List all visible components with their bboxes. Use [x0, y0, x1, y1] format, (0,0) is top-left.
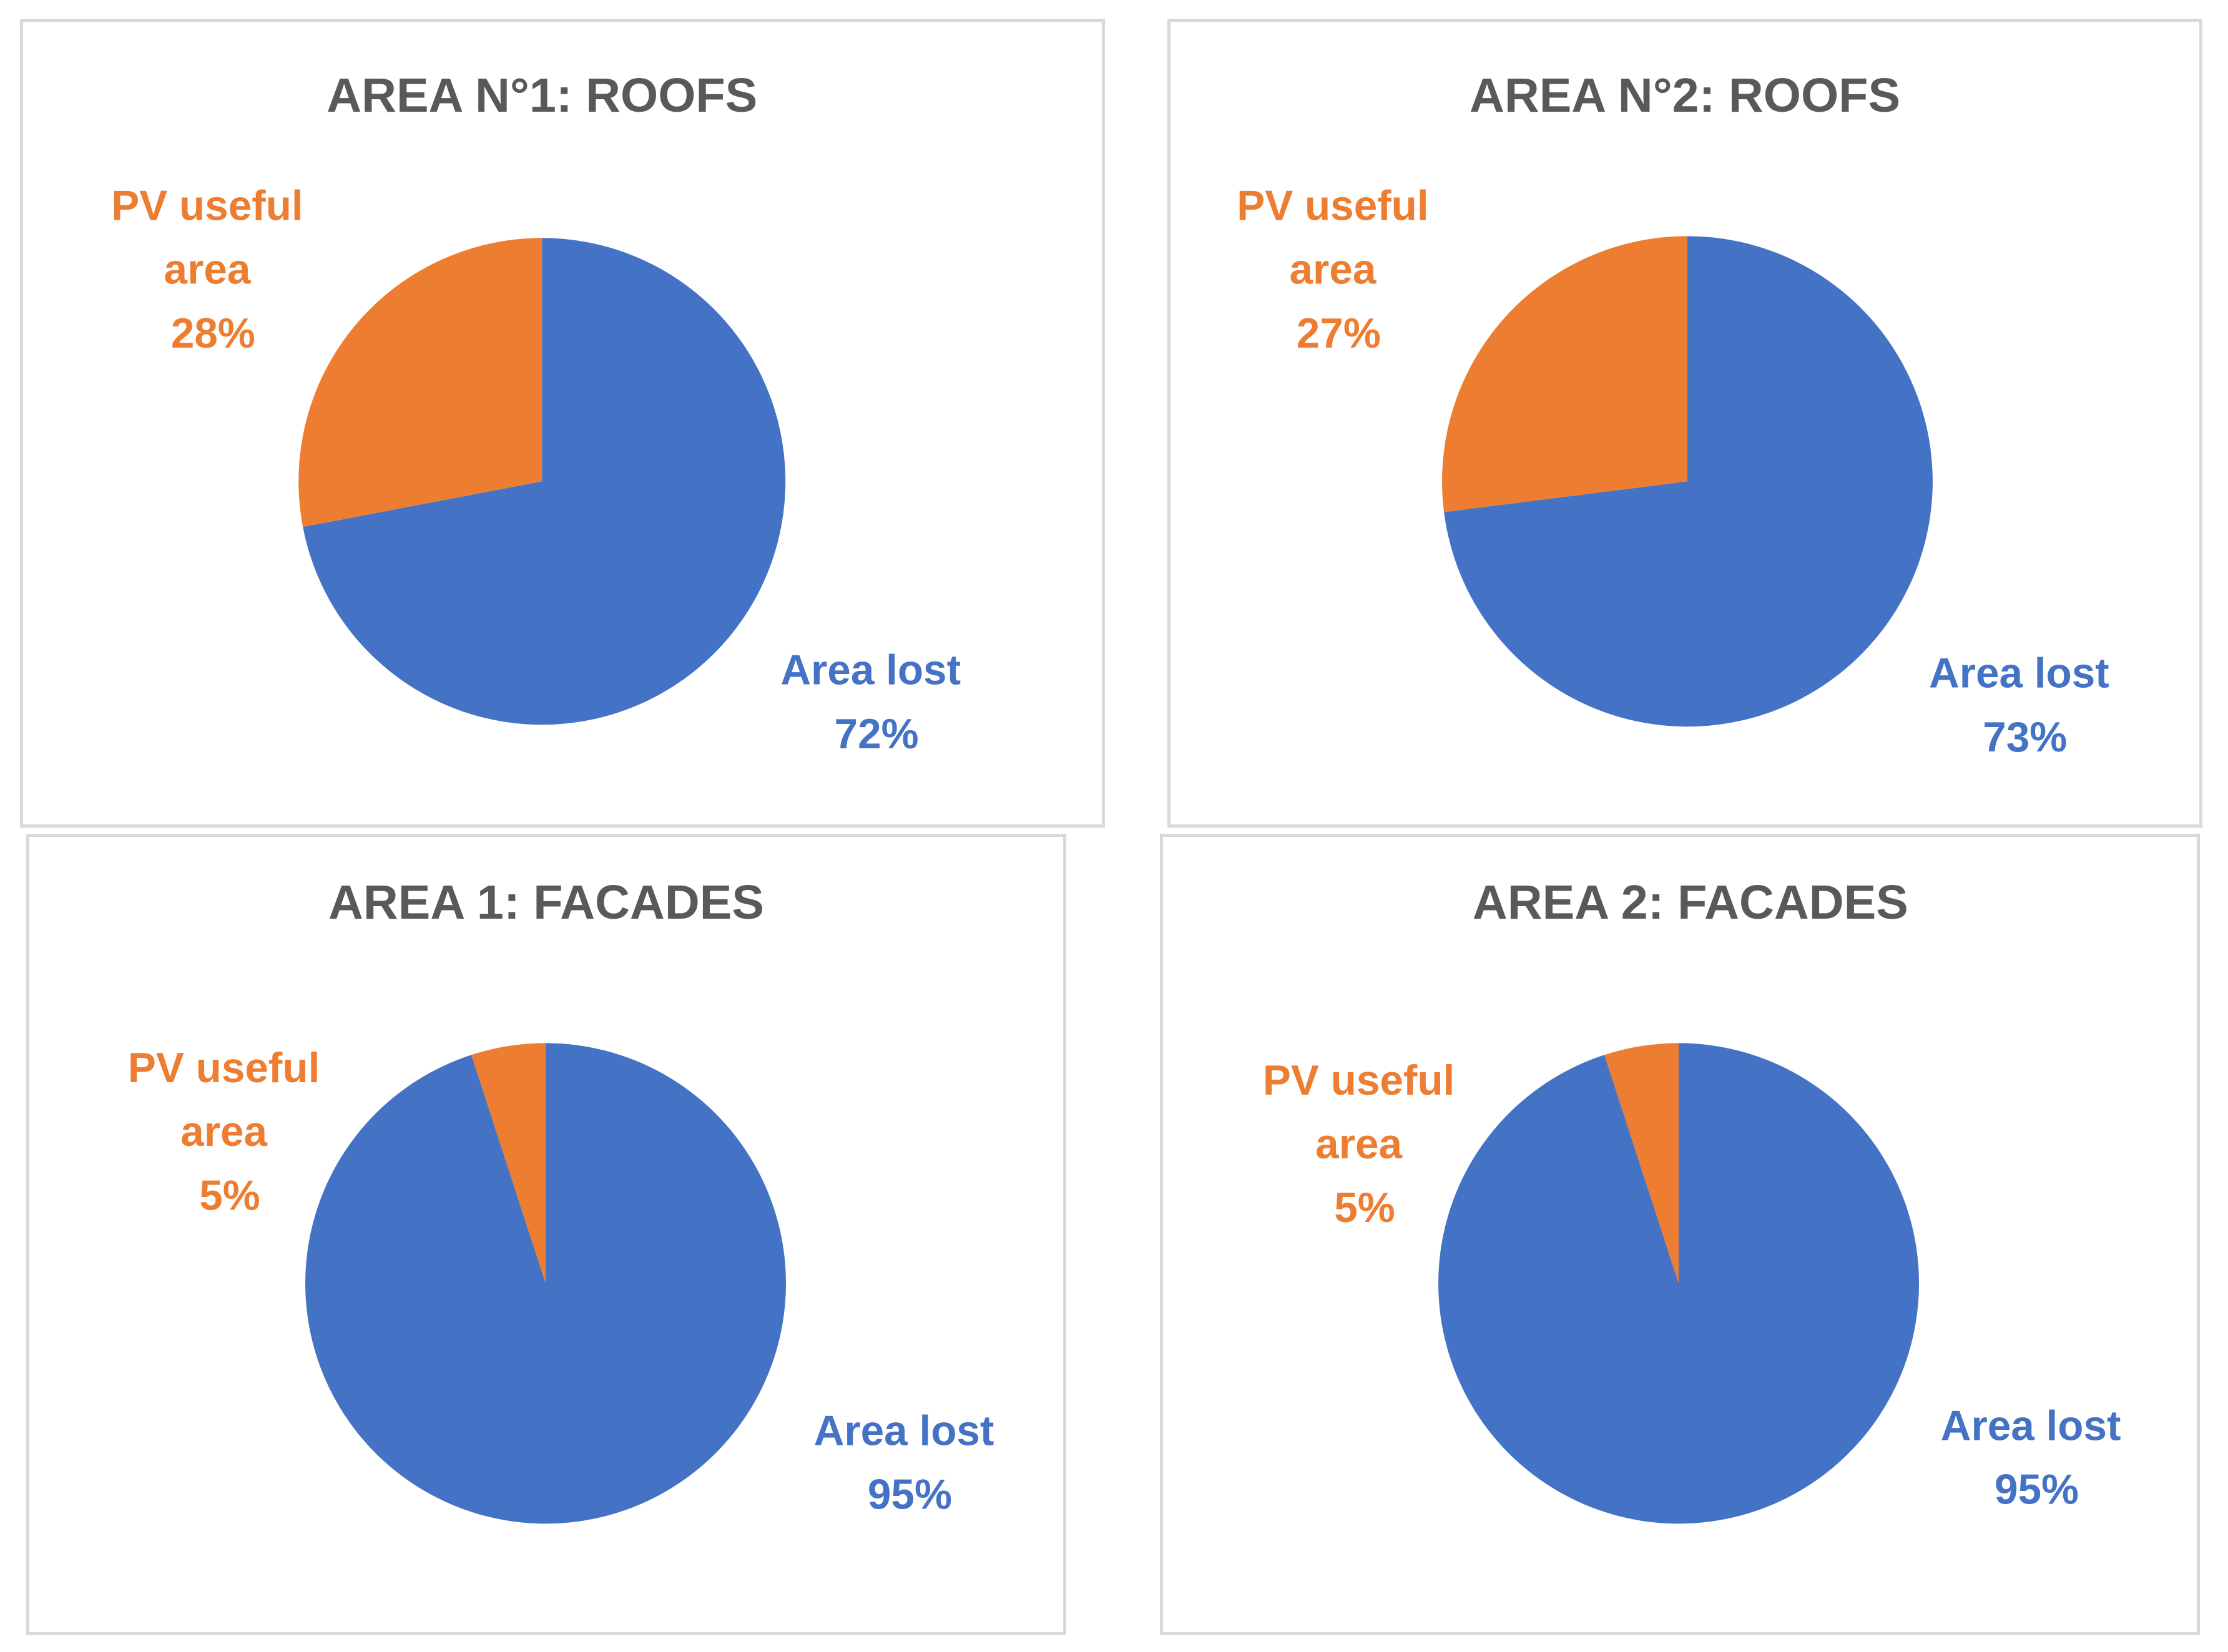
pie-chart-area2-roofs: AREA N°2: ROOFS Area lost 73% PV useful …	[1237, 69, 2121, 761]
label-line: 27%	[1297, 310, 1381, 357]
chart-panel-area2-facades: AREA 2: FACADES Area lost 95% PV useful …	[1160, 834, 2200, 1635]
label-line: Area lost	[780, 647, 961, 694]
slice-label-area-lost: Area lost 95%	[814, 1407, 1006, 1518]
label-line: Area lost	[1929, 650, 2109, 697]
pie-slice-area-lost	[305, 1043, 786, 1524]
pie-slices	[305, 1043, 786, 1524]
label-line: area	[1290, 247, 1377, 293]
label-line: Area lost	[1941, 1402, 2121, 1449]
pie-slice-pv-useful-area	[298, 238, 542, 527]
pie-slice-pv-useful-area	[471, 1043, 546, 1284]
pie-slice-area-lost	[1438, 1043, 1919, 1524]
pie-slices	[298, 238, 786, 725]
label-line: PV useful	[111, 183, 303, 230]
pie-slice-area-lost	[1444, 236, 1933, 727]
chart-panel-area1-roofs: AREA N°1: ROOFS Area lost 72% PV useful …	[20, 19, 1105, 828]
slice-label-pv-useful-area: PV useful area 28%	[111, 183, 315, 357]
slice-label-area-lost: Area lost 95%	[1941, 1402, 2132, 1513]
label-line: area	[180, 1108, 267, 1155]
label-line: 73%	[1983, 714, 2067, 761]
pie-slice-pv-useful-area	[1442, 236, 1687, 512]
label-line: 28%	[171, 310, 255, 357]
chart-panel-area1-facades: AREA 1: FACADES Area lost 95% PV useful …	[26, 834, 1066, 1635]
pie-slices	[1438, 1043, 1919, 1524]
chart-title: AREA 1: FACADES	[328, 876, 764, 929]
label-line: 5%	[199, 1172, 260, 1219]
label-line: 5%	[1334, 1185, 1395, 1231]
label-line: area	[1315, 1121, 1402, 1168]
pie-chart-area1-roofs: AREA N°1: ROOFS Area lost 72% PV useful …	[111, 69, 972, 758]
pie-slice-pv-useful-area	[1604, 1043, 1679, 1284]
pie-chart-area1-facades: AREA 1: FACADES Area lost 95% PV useful …	[128, 876, 1006, 1524]
label-line: area	[164, 247, 251, 293]
slice-label-pv-useful-area: PV useful area 5%	[1263, 1057, 1466, 1231]
label-line: 95%	[868, 1472, 952, 1518]
slice-label-area-lost: Area lost 73%	[1929, 650, 2121, 761]
slice-label-pv-useful-area: PV useful area 5%	[128, 1045, 331, 1219]
label-line: 95%	[1995, 1467, 2079, 1513]
label-line: Area lost	[814, 1407, 994, 1454]
chart-title: AREA N°2: ROOFS	[1470, 69, 1900, 122]
chart-title: AREA 2: FACADES	[1473, 876, 1908, 929]
chart-panel-area2-roofs: AREA N°2: ROOFS Area lost 73% PV useful …	[1167, 19, 2202, 828]
label-line: PV useful	[128, 1045, 320, 1092]
pie-slice-area-lost	[303, 238, 786, 725]
label-line: PV useful	[1263, 1057, 1455, 1104]
label-line: PV useful	[1237, 183, 1428, 230]
label-line: 72%	[835, 711, 919, 758]
pie-chart-area2-facades: AREA 2: FACADES Area lost 95% PV useful …	[1263, 876, 2132, 1524]
slice-label-pv-useful-area: PV useful area 27%	[1237, 183, 1440, 357]
slice-label-area-lost: Area lost 72%	[780, 647, 972, 758]
pie-slices	[1442, 236, 1933, 727]
chart-title: AREA N°1: ROOFS	[326, 69, 757, 122]
